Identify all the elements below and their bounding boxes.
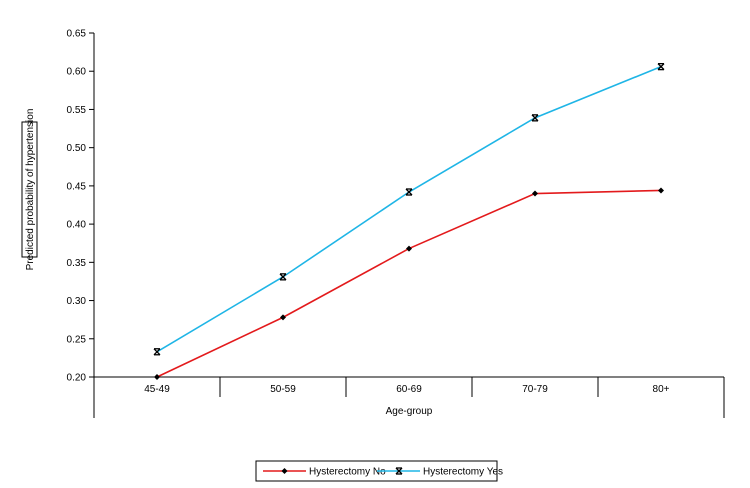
x-tick-label: 45-49: [144, 384, 170, 395]
legend-label-yes: Hysterectomy Yes: [423, 467, 503, 478]
data-point: [153, 348, 161, 356]
y-axis-title-box: [21, 121, 38, 258]
series-hysterectomy-no: [154, 187, 664, 380]
y-tick-label: 0.35: [67, 258, 87, 269]
data-point: [279, 273, 287, 281]
data-point: [154, 374, 160, 380]
series-layer: [153, 62, 665, 380]
data-point: [280, 314, 286, 321]
x-tick-label: 80+: [653, 384, 670, 395]
x-tick-label: 60-69: [396, 384, 422, 395]
data-point: [657, 62, 665, 71]
y-axis-title: Predicted probability of hypertension: [25, 109, 36, 271]
legend-marker-no: [281, 468, 288, 474]
series-hysterectomy-yes: [153, 62, 665, 356]
x-axis-title: Age-group: [386, 406, 433, 417]
y-tick-label: 0.20: [67, 373, 87, 384]
y-tick-label: 0.50: [67, 143, 87, 154]
data-point: [658, 187, 664, 194]
y-axis: 0.20 0.25 0.30 0.35 0.40 0.45 0.50 0.55 0.60 0.65: [67, 29, 95, 384]
legend-entry-yes: Hysterectomy Yes: [377, 467, 503, 478]
x-axis: 45-49 50-59 60-69 70-79 80+: [93, 376, 725, 418]
y-tick-label: 0.60: [67, 67, 87, 78]
series-line: [156, 65, 662, 353]
series-line: [156, 189, 662, 378]
data-point: [405, 188, 413, 196]
y-tick-label: 0.65: [67, 29, 87, 40]
legend: Hysterectomy No Hysterectomy Yes: [255, 460, 503, 482]
legend-label-no: Hysterectomy No: [309, 467, 386, 478]
data-point: [532, 190, 538, 197]
data-point: [531, 114, 539, 122]
legend-marker-yes: [395, 467, 403, 475]
y-tick-label: 0.55: [67, 105, 87, 116]
y-tick-label: 0.40: [67, 220, 87, 231]
legend-box: [255, 460, 498, 482]
y-tick-label: 0.30: [67, 296, 87, 307]
x-tick-label: 50-59: [270, 384, 296, 395]
legend-entry-no: Hysterectomy No: [263, 467, 386, 478]
x-tick-label: 70-79: [522, 384, 548, 395]
y-tick-label: 0.25: [67, 334, 87, 345]
y-tick-label: 0.45: [67, 181, 87, 192]
data-point: [406, 245, 412, 252]
